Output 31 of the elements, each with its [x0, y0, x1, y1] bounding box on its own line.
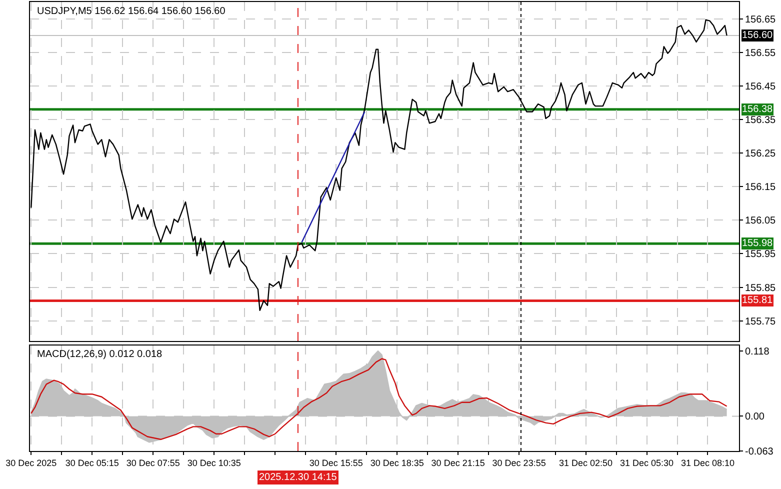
x-tick-label: 30 Dec 21:15: [431, 458, 485, 468]
chart-title: USDJPY,M5 156.62 156.64 156.60 156.60: [37, 6, 226, 17]
y-tick-label: 155.85: [745, 282, 776, 294]
x-tick-label: 31 Dec 08:10: [680, 458, 735, 468]
x-tick-label: 30 Dec 05:15: [65, 458, 119, 468]
y-tick-label: -0.063: [745, 446, 774, 458]
ref-line-label: 155.98: [742, 238, 774, 249]
y-tick-label: 156.35: [745, 114, 776, 126]
y-tick-label: 156.05: [745, 216, 776, 227]
x-tick-label: 31 Dec 02:50: [558, 458, 613, 468]
y-tick-label: 156.55: [745, 48, 776, 59]
x-tick-label: 30 Dec 15:55: [309, 458, 363, 468]
annotation: 156.60: [742, 30, 774, 41]
chart-title: MACD(12,26,9) 0.012 0.018: [37, 349, 163, 360]
y-tick-label: 155.75: [745, 316, 776, 328]
y-tick-label: 156.25: [745, 148, 776, 160]
x-tick-label: 30 Dec 07:55: [126, 458, 180, 468]
x-tick-label: 30 Dec 10:35: [187, 458, 241, 468]
y-tick-label: 0.00: [745, 412, 765, 423]
x-tick-label: 30 Dec 18:35: [370, 458, 424, 468]
ref-line-label: 155.81: [742, 295, 774, 306]
y-tick-label: 0.118: [745, 346, 770, 358]
y-tick-label: 155.95: [745, 249, 776, 260]
x-tick-label: 30 Dec 23:55: [492, 458, 546, 468]
ref-line-label: 156.38: [742, 104, 774, 115]
x-tick-label: 30 Dec 2025: [6, 458, 57, 468]
x-tick-label: 31 Dec 05:30: [620, 458, 674, 468]
ref-line-label: 2025.12.30 14:15: [259, 472, 338, 483]
y-tick-label: 156.15: [745, 182, 776, 194]
y-tick-label: 156.65: [745, 14, 776, 26]
y-tick-label: 156.45: [745, 81, 776, 92]
